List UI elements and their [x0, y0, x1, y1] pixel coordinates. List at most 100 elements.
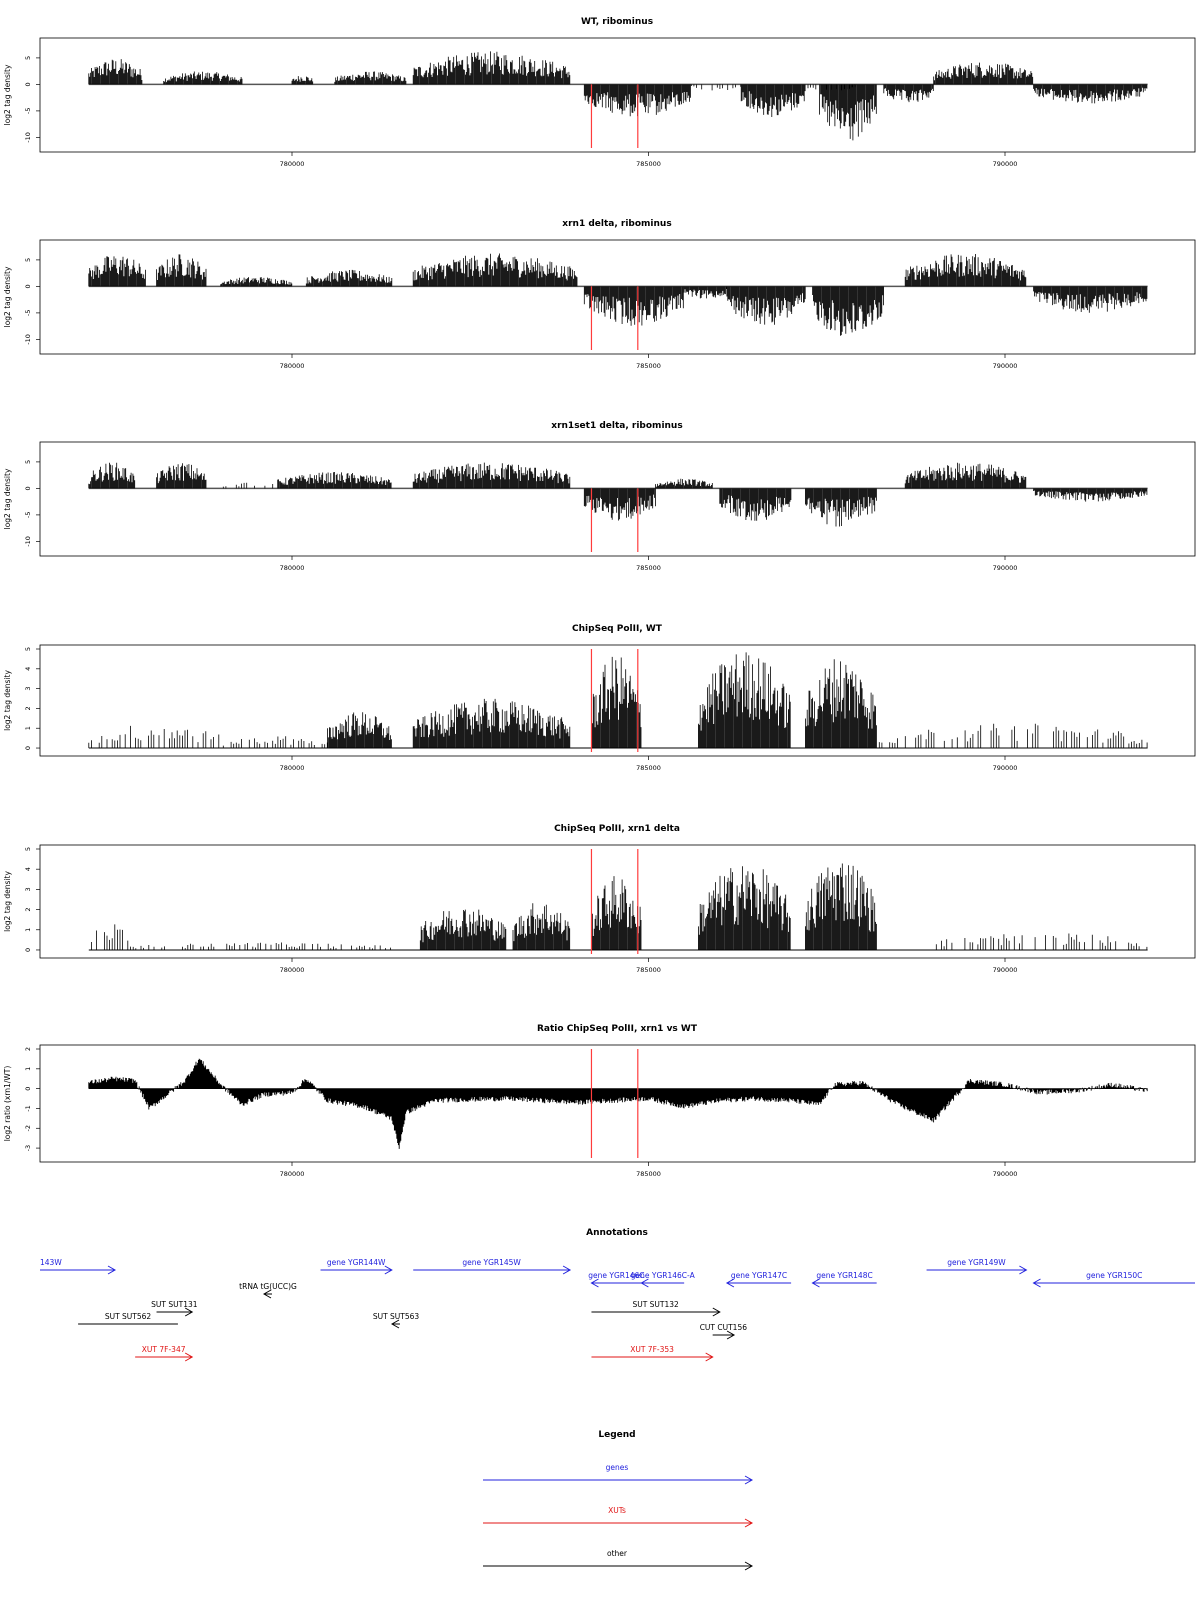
x-tick-label: 790000 — [993, 160, 1018, 168]
track-panels: WT, ribominus log2 tag density 5 0 -5 -10 7800… — [3, 17, 1196, 1178]
y-tick-label: 0 — [24, 82, 32, 86]
annotations-title: Annotations — [586, 1228, 648, 1238]
plot-frame — [39, 441, 1196, 557]
bar-group — [1033, 286, 1148, 313]
y-tick-label: -10 — [24, 536, 32, 547]
feature-label: SUT SUT131 — [151, 1300, 198, 1309]
bar-group — [88, 59, 143, 85]
bar-group — [412, 253, 578, 287]
panel-title: WT, ribominus — [581, 17, 653, 27]
ratio-area — [88, 1058, 1148, 1149]
bar-group — [904, 462, 1027, 489]
y-tick-label: 1 — [24, 726, 32, 730]
feature-label: CUT CUT156 — [700, 1323, 748, 1332]
arrow-head — [744, 1561, 754, 1571]
bar-group — [419, 909, 507, 950]
bar-group — [220, 277, 293, 287]
arrow-head — [184, 1307, 194, 1317]
bar-group — [583, 84, 691, 117]
y-axis-label: log2 tag density — [3, 266, 12, 327]
data-bars — [88, 863, 1148, 951]
panel-4: ChipSeq PolII, WT log2 tag density 5 4 3 2 1 0 7… — [3, 624, 1196, 772]
panel-5: ChipSeq PolII, xrn1 delta log2 tag densit… — [3, 824, 1196, 974]
y-tick-label: 0 — [24, 1087, 32, 1091]
arrow-head — [712, 1307, 721, 1317]
y-tick-label: -3 — [24, 1145, 32, 1151]
bar-group — [291, 76, 314, 85]
bar-group — [805, 659, 877, 748]
annotation-feature: gene YGR150C — [1032, 1271, 1195, 1288]
y-tick-label: -10 — [24, 334, 32, 345]
bar-group — [933, 62, 1034, 85]
annotation-feature: gene YGR146C-A — [631, 1271, 696, 1288]
arrow-head — [1019, 1265, 1028, 1275]
y-tick-label: 5 — [24, 460, 32, 464]
data-bars — [88, 51, 1148, 141]
x-tick-label: 780000 — [280, 966, 305, 974]
bar-group — [88, 462, 136, 489]
bar-group — [412, 462, 571, 489]
feature-label: 143W — [40, 1258, 62, 1267]
arrow-head — [390, 1319, 400, 1329]
bar-group — [156, 463, 207, 489]
y-tick-label: 3 — [24, 687, 32, 691]
bar-group — [583, 286, 684, 326]
bar-group — [883, 84, 934, 103]
x-tick-label: 785000 — [636, 966, 661, 974]
arrow-head — [262, 1289, 272, 1299]
bar-group — [805, 863, 877, 950]
arrow-head — [811, 1278, 820, 1288]
y-axis-label: log2 tag density — [3, 871, 12, 932]
plot-frame — [39, 1044, 1196, 1163]
bar-group — [698, 652, 791, 748]
x-tick-label: 785000 — [636, 1170, 661, 1178]
bar-group — [690, 84, 742, 91]
legend-item: XUTs — [483, 1506, 754, 1528]
arrow-head — [640, 1278, 649, 1288]
y-tick-label: 0 — [24, 948, 32, 952]
annotation-feature: CUT CUT156 — [700, 1323, 748, 1340]
annotation-feature: gene YGR144W — [320, 1258, 393, 1275]
y-tick-label: 1 — [24, 1067, 32, 1071]
annotation-feature: gene YGR147C — [725, 1271, 792, 1288]
annotation-feature: SUT SUT562 — [78, 1312, 178, 1325]
y-tick-label: -5 — [24, 512, 32, 518]
feature-label: gene YGR146C-A — [631, 1271, 696, 1280]
y-tick-label: 5 — [24, 647, 32, 651]
plot-frame — [39, 239, 1196, 355]
arrow-head — [590, 1278, 599, 1288]
arrow-head — [184, 1352, 194, 1362]
panel-title: ChipSeq PolII, xrn1 delta — [554, 824, 680, 834]
x-tick-label: 790000 — [993, 966, 1018, 974]
legend-panel: Legend genes XUTs other — [483, 1430, 754, 1571]
annotation-feature: gene YGR149W — [926, 1258, 1028, 1275]
arrow-head — [725, 1278, 735, 1288]
annotation-feature: tRNA tG(UCC)G — [239, 1282, 297, 1299]
arrow-head — [384, 1265, 393, 1275]
feature-label: gene YGR144W — [327, 1258, 386, 1267]
y-axis-label: log2 tag density — [3, 64, 12, 125]
arrow-head — [1032, 1278, 1041, 1288]
feature-label: gene YGR150C — [1086, 1271, 1142, 1280]
y-tick-label: 0 — [24, 284, 32, 288]
y-tick-label: -5 — [24, 310, 32, 316]
x-tick-label: 785000 — [636, 362, 661, 370]
bar-group — [819, 84, 877, 141]
bar-group — [222, 482, 274, 489]
x-tick-label: 780000 — [280, 564, 305, 572]
data-bars — [88, 462, 1148, 527]
arrow-head — [744, 1475, 754, 1485]
x-tick-label: 785000 — [636, 564, 661, 572]
x-tick-label: 780000 — [280, 160, 305, 168]
y-tick-label: -10 — [24, 132, 32, 143]
annotation-feature: gene YGR146C — [588, 1271, 645, 1288]
bar-group — [740, 84, 806, 117]
arrow-head — [726, 1330, 736, 1340]
x-tick-label: 790000 — [993, 564, 1018, 572]
legend-label: other — [607, 1549, 628, 1558]
x-tick-label: 790000 — [993, 362, 1018, 370]
annotation-feature: gene YGR148C — [811, 1271, 877, 1288]
y-tick-label: 0 — [24, 486, 32, 490]
arrow-head — [107, 1265, 117, 1275]
